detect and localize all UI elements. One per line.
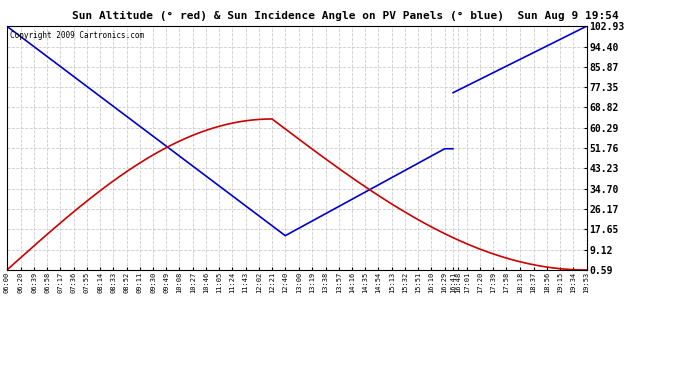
Text: Copyright 2009 Cartronics.com: Copyright 2009 Cartronics.com xyxy=(10,31,144,40)
Text: Sun Altitude (° red) & Sun Incidence Angle on PV Panels (° blue)  Sun Aug 9 19:5: Sun Altitude (° red) & Sun Incidence Ang… xyxy=(72,11,618,21)
